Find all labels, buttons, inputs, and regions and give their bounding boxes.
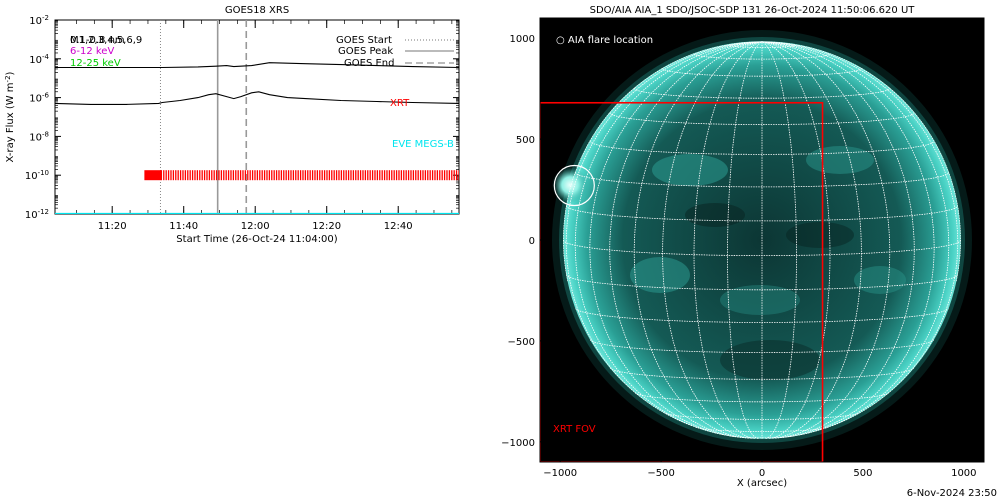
latitude-line [574, 172, 950, 188]
longitude-line [761, 41, 891, 439]
xrt-fov-label: XRT FOV [553, 424, 596, 435]
longitude-line [563, 41, 763, 282]
longitude-line [727, 41, 763, 439]
flare-brightening [552, 167, 588, 203]
image-y-tick-label: −500 [508, 337, 535, 348]
x-tick-label: 11:40 [169, 221, 198, 232]
goes-lightcurve-panel: GOES18 XRS 10-12 10-10 10-8 10-6 10-4 10-2 11… [4, 5, 460, 245]
legend-entry-flare-list: M1,2,3,4,5,6,9 [70, 35, 142, 46]
series-line-0 [55, 62, 459, 69]
plot-frame [54, 19, 460, 215]
image-y-tick-label: 0 [529, 236, 535, 247]
legend-entry-12-25-kev: 12-25 keV [70, 58, 121, 69]
y-axis-label: X-ray Flux (W m-2) [4, 71, 16, 162]
image-y-tick-label: −1000 [501, 438, 535, 449]
image-y-tick-label: 500 [516, 135, 535, 146]
eve-megs-b-annotation: EVE MEGS-B [392, 139, 454, 150]
longitude-line [761, 41, 935, 438]
image-y-axis-ticks: 1000 500 0 −500 −1000 [501, 34, 548, 449]
xrt-bar-block [144, 170, 162, 181]
footer-timestamp: 6-Nov-2024 23:50 [907, 488, 997, 499]
y-axis-ticks: 10-12 10-10 10-8 10-6 10-4 10-2 [25, 14, 459, 221]
image-x-axis-ticks: −1000 −500 0 500 1000 [543, 454, 977, 479]
latitude-line [695, 426, 829, 432]
y-tick-label: 10-4 [29, 53, 49, 66]
image-title: SDO/AIA AIA_1 SDO/JSOC-SDP 131 26-Oct-20… [590, 5, 916, 16]
longitude-line [761, 41, 959, 427]
goes-event-lines [159, 20, 248, 214]
image-x-tick-label: 500 [853, 468, 872, 479]
y-tick-label: 10-2 [29, 14, 49, 27]
legend-goes-peak: GOES Peak [338, 46, 393, 57]
y-tick-label: 10-8 [29, 130, 49, 143]
image-y-tick-label: 1000 [510, 34, 535, 45]
image-x-tick-label: −1000 [543, 468, 577, 479]
latitude-line [609, 367, 915, 380]
latitude-line [634, 392, 890, 403]
y-tick-label: 10-10 [25, 169, 49, 182]
aia-image-panel: SDO/AIA AIA_1 SDO/JSOC-SDP 131 26-Oct-20… [501, 5, 985, 489]
right-legend: GOES Start GOES Peak GOES End [336, 35, 454, 69]
flux-series [55, 62, 459, 214]
longitude-line [761, 41, 797, 439]
series-line-1 [55, 91, 459, 105]
legend-entry-6-12-kev: 6-12 keV [70, 46, 114, 57]
flare-location-label: ○ AIA flare location [556, 35, 653, 46]
longitude-line [574, 41, 763, 436]
longitude-line [633, 41, 763, 439]
longitude-line [609, 41, 763, 439]
image-x-axis-label: X (arcsec) [737, 478, 787, 489]
latitude-line [693, 53, 831, 60]
longitude-line [761, 41, 915, 439]
x-tick-label: 11:20 [98, 221, 127, 232]
x-tick-label: 12:00 [241, 221, 270, 232]
x-axis-ticks: 11:20 11:40 12:00 12:20 12:40 [76, 20, 453, 232]
legend-entry-0-1-0-8-nm: 0.1-0.8 nm [70, 35, 125, 46]
longitude-line [761, 41, 950, 436]
longitude-line [565, 41, 763, 427]
y-tick-label: 10-6 [29, 92, 49, 105]
legend-goes-end: GOES End [344, 58, 394, 69]
heliographic-grid [563, 41, 961, 439]
y-tick-label: 10-12 [25, 208, 49, 221]
longitude-line [761, 41, 862, 439]
legend-goes-start: GOES Start [336, 35, 392, 46]
x-tick-label: 12:20 [312, 221, 341, 232]
longitude-line [761, 41, 961, 282]
x-axis-label: Start Time (26-Oct-24 11:04:00) [176, 234, 337, 245]
left-legend: 0.1-0.8 nm M1,2,3,4,5,6,9 6-12 keV 12-25… [70, 35, 142, 69]
longitude-line [589, 41, 763, 438]
xrt-annotation: XRT [390, 98, 410, 109]
xrt-observation-bars [144, 170, 459, 181]
longitude-line [662, 41, 763, 439]
image-x-tick-label: 0 [759, 468, 765, 479]
flare-location-circle [553, 164, 595, 207]
image-x-tick-label: 1000 [951, 468, 976, 479]
x-tick-label: 12:40 [384, 221, 413, 232]
image-x-tick-label: −500 [647, 468, 674, 479]
chart-title: GOES18 XRS [225, 5, 289, 16]
